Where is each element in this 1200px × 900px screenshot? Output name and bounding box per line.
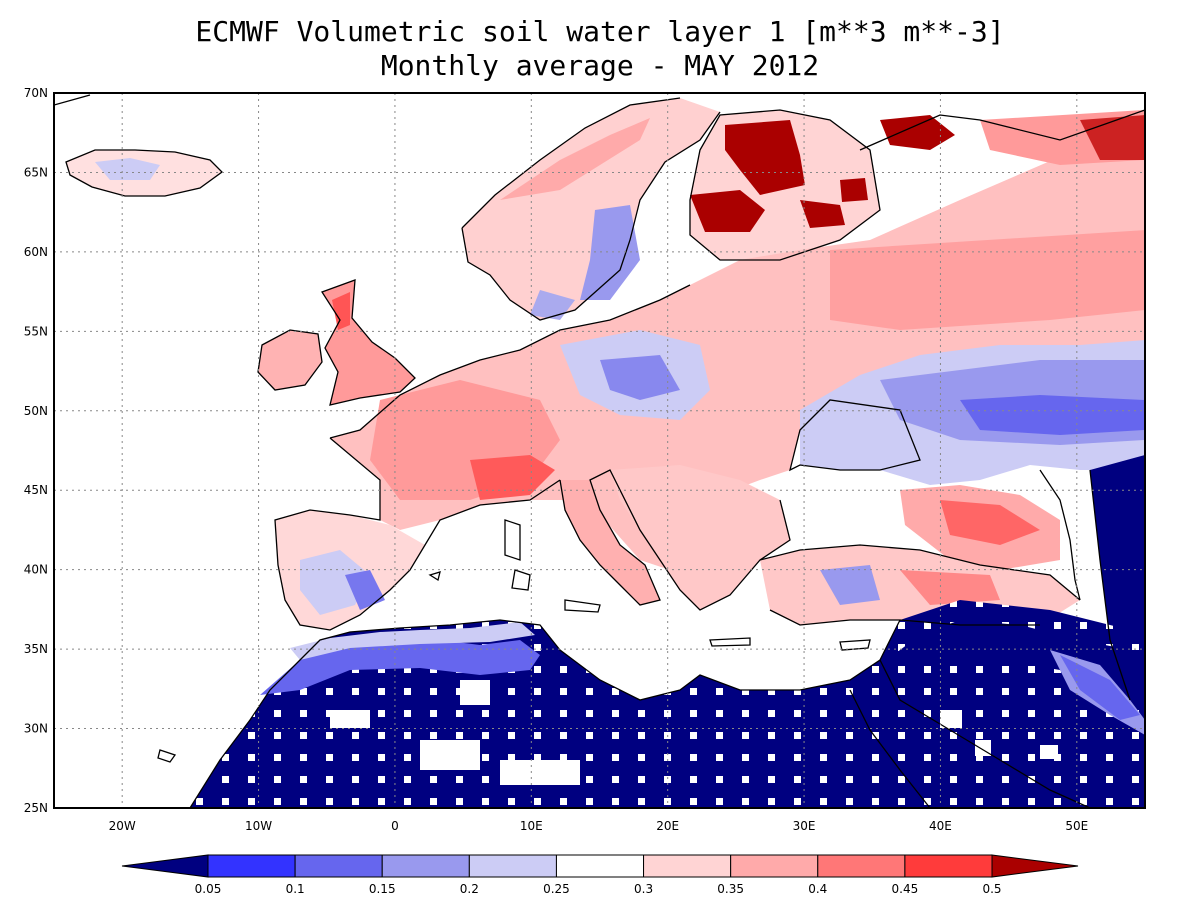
latitude-tick-label: 25N [24,801,48,815]
map-border [53,92,1146,809]
colorbar-label: 0.45 [892,882,919,896]
longitude-labels: 20W 10W 0 10E 20E 30E 40E 50E [109,819,1089,833]
colorbar-segment [555,854,645,878]
longitude-tick-label: 50E [1065,819,1088,833]
colorbar-segment [468,854,557,878]
soil-moisture-field [66,98,1145,808]
colorbar-label: 0.35 [717,882,744,896]
region-italy [560,480,660,605]
region-balkans [610,465,790,610]
longitude-tick-label: 20E [656,819,679,833]
latitude-tick-label: 60N [24,245,48,259]
colorbar-segment [643,854,732,878]
colorbar-label: 0.1 [286,882,305,896]
longitude-tick-label: 20W [109,819,136,833]
latitude-tick-label: 40N [24,563,48,577]
latitude-tick-label: 30N [24,722,48,736]
latitude-tick-label: 50N [24,404,48,418]
latitude-tick-label: 35N [24,642,48,656]
colorbar-label: 0.15 [369,882,396,896]
colorbar-low-arrow [121,854,209,878]
map-subtitle: Monthly average - MAY 2012 [380,49,820,82]
colorbar-segment [381,854,470,878]
colorbar-segment [207,854,296,878]
region-ireland [258,330,322,390]
colorbar-segment [904,854,993,878]
longitude-tick-label: 0 [391,819,399,833]
colorbar-label: 0.25 [543,882,570,896]
latitude-tick-label: 45N [24,483,48,497]
coastlines [54,94,1145,808]
latitude-tick-label: 70N [24,86,48,100]
latitude-tick-label: 65N [24,165,48,179]
map-grid [54,93,1145,808]
colorbar-label: 0.4 [808,882,827,896]
colorbar-label: 0.05 [195,882,222,896]
colorbar-segment [730,854,819,878]
map-title: ECMWF Volumetric soil water layer 1 [m**… [195,15,1005,48]
colorbar-high-arrow [991,854,1079,878]
colorbar-segment [294,854,383,878]
colorbar-segment [817,854,906,878]
longitude-tick-label: 40E [929,819,952,833]
longitude-tick-label: 10W [245,819,272,833]
colorbar-label: 0.5 [982,882,1001,896]
latitude-labels: 25N 30N 35N 40N 45N 50N 55N 60N 65N 70N [24,86,48,815]
colorbar-label: 0.3 [634,882,653,896]
colorbar: 0.05 0.1 0.15 0.2 0.25 0.3 0.35 0.4 0.45 0.5 [121,854,1079,896]
region-scandinavia [462,98,720,320]
longitude-tick-label: 30E [793,819,816,833]
colorbar-label: 0.2 [460,882,479,896]
latitude-tick-label: 55N [24,324,48,338]
longitude-tick-label: 10E [520,819,543,833]
